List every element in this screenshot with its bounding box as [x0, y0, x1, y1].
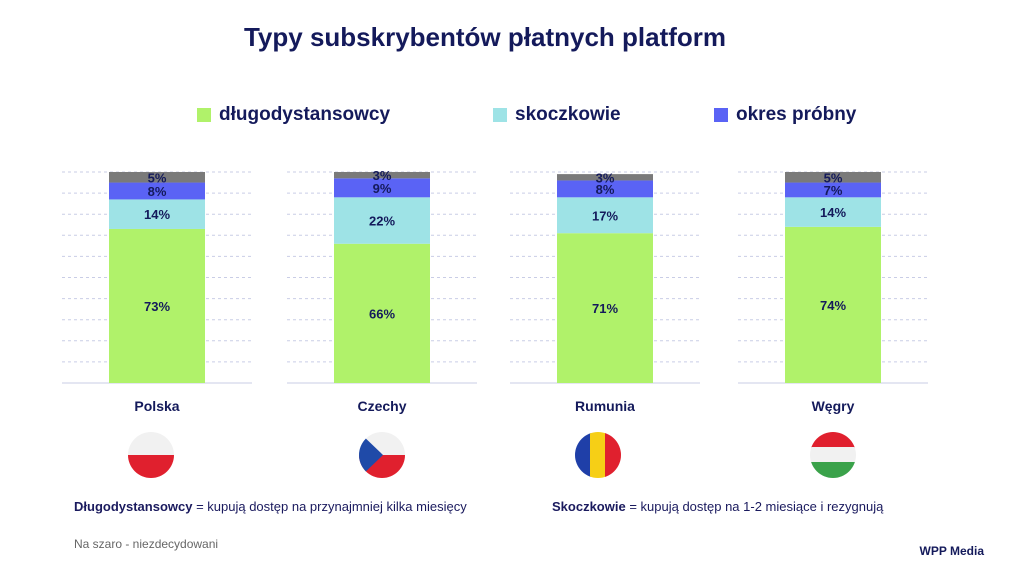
data-label: 71% [592, 301, 618, 316]
data-label: 9% [373, 181, 392, 196]
definition-long-term: Długodystansowcy = kupują dostęp na przy… [74, 499, 467, 514]
legend-item-long-term: długodystansowcy [197, 104, 390, 126]
data-label: 14% [820, 205, 846, 220]
category-label: Rumunia [575, 398, 635, 414]
bar-segment-jumpers [334, 197, 430, 244]
bar-segment-trial [334, 178, 430, 198]
category-label: Polska [134, 398, 179, 414]
legend-item-jumpers: skoczkowie [493, 104, 621, 126]
legend: długodystansowcy skoczkowie okres próbny [0, 104, 1024, 128]
poland-flag-icon [128, 432, 174, 478]
data-label: 66% [369, 306, 395, 321]
data-label: 3% [373, 168, 392, 183]
brand-logo: WPP Media [919, 544, 984, 558]
data-label: 22% [369, 214, 395, 229]
bar-segment-undecided [109, 172, 205, 183]
definition-long-term-term: Długodystansowcy [74, 499, 193, 514]
definition-long-term-text: = kupują dostęp na przynajmniej kilka mi… [192, 499, 467, 514]
category-label: Czechy [357, 398, 406, 414]
definition-jumpers: Skoczkowie = kupują dostęp na 1-2 miesią… [552, 499, 883, 514]
bar-segment-trial [557, 180, 653, 198]
legend-label-trial: okres próbny [736, 104, 857, 125]
data-label: 17% [592, 208, 618, 223]
legend-item-trial: okres próbny [714, 104, 856, 126]
chart-title: Typy subskrybentów płatnych platform [243, 22, 727, 52]
legend-label-long-term: długodystansowcy [219, 104, 391, 125]
footnote: Na szaro - niezdecydowani [74, 537, 219, 551]
romania-flag-icon [575, 432, 621, 478]
data-label: 14% [144, 207, 170, 222]
hungary-flag-icon [810, 432, 856, 478]
bar-segment-jumpers [557, 197, 653, 234]
data-label: 8% [148, 184, 167, 199]
data-label: 3% [596, 170, 615, 185]
legend-label-jumpers: skoczkowie [515, 104, 621, 125]
data-label: 74% [820, 298, 846, 313]
data-label: 7% [824, 183, 843, 198]
bar-segment-long-term [557, 233, 653, 383]
bar-segment-undecided [557, 174, 653, 181]
data-label: 8% [596, 182, 615, 197]
bar-segment-jumpers [109, 199, 205, 229]
bar-segment-long-term [785, 226, 881, 383]
data-label: 73% [144, 299, 170, 314]
bar-segment-trial [109, 182, 205, 200]
data-label: 5% [148, 170, 167, 185]
legend-swatch-trial [714, 108, 728, 122]
legend-swatch-jumpers [493, 108, 507, 122]
bar-segment-undecided [785, 172, 881, 183]
bar-segment-jumpers [785, 197, 881, 227]
stacked-bar-chart: 73%14%8%5%Polska66%22%9%3%Czechy71%17%8%… [62, 168, 928, 414]
category-label: Węgry [812, 398, 855, 414]
bar-segment-undecided [334, 172, 430, 179]
definition-jumpers-text: = kupują dostęp na 1-2 miesiące i rezygn… [625, 499, 884, 514]
bar-segment-long-term [334, 243, 430, 383]
definition-jumpers-term: Skoczkowie [552, 499, 626, 514]
legend-swatch-long-term [197, 108, 211, 122]
czech-flag-icon [359, 432, 405, 478]
bar-segment-trial [785, 182, 881, 198]
bar-segment-long-term [109, 228, 205, 383]
data-label: 5% [824, 170, 843, 185]
